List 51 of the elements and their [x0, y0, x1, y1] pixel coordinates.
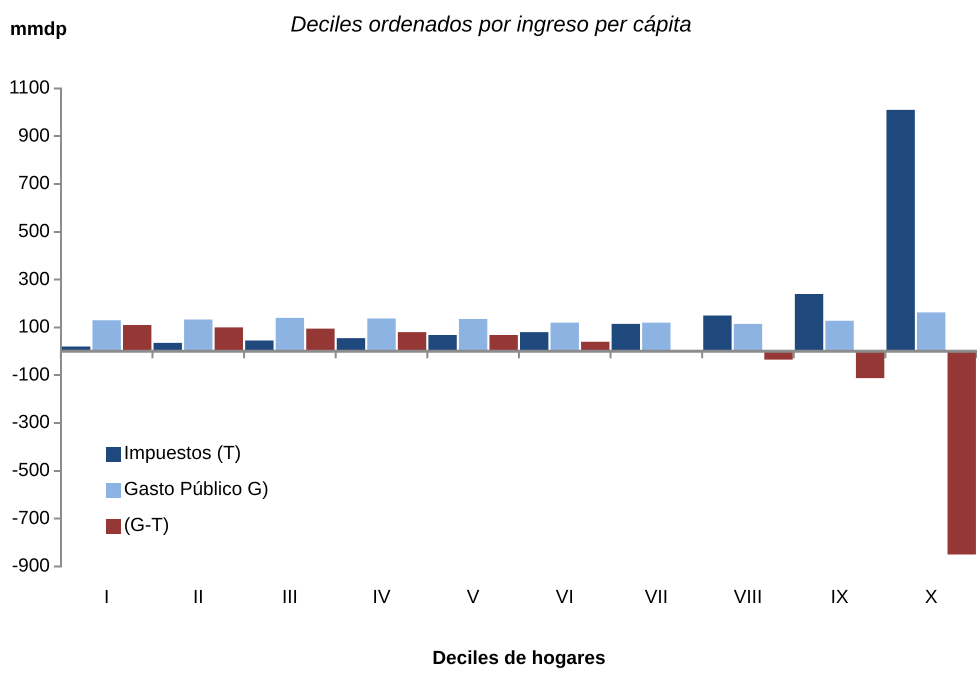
bar [550, 322, 579, 352]
bar [428, 335, 457, 352]
bar [825, 320, 854, 352]
y-tick-label: 300 [18, 268, 50, 290]
y-tick-label: 500 [18, 221, 50, 242]
bar [336, 338, 366, 352]
bar [184, 320, 212, 352]
y-tick-label: 900 [18, 125, 50, 146]
bar [794, 294, 824, 352]
y-tick-label: -100 [12, 364, 50, 386]
bar [92, 320, 121, 352]
x-tick-label: X [924, 587, 938, 608]
bar [520, 332, 548, 352]
y-tick-label: -900 [12, 556, 50, 577]
legend-label: (G-T) [124, 514, 170, 538]
bar [948, 351, 976, 554]
y-tick-label: -500 [12, 460, 50, 482]
legend-label: Gasto Público G) [124, 478, 269, 502]
x-tick-label: VIII [734, 587, 762, 608]
bar [612, 324, 640, 352]
x-tick-label: IV [372, 587, 391, 608]
y-tick-label: 1100 [9, 78, 50, 99]
bar [458, 319, 488, 352]
bar [214, 327, 244, 352]
x-axis-title: Deciles de hogares [432, 648, 606, 669]
bar [123, 325, 152, 352]
chart-title: Deciles ordenados por ingreso per cápita [290, 11, 692, 36]
y-tick-label: -300 [12, 412, 50, 434]
y-tick-label: 700 [18, 173, 50, 194]
bar [489, 335, 518, 352]
x-tick-label: II [193, 587, 204, 608]
bar [306, 328, 335, 352]
bar [367, 318, 396, 352]
x-tick-label: V [466, 587, 480, 608]
y-tick-label: -700 [12, 508, 50, 529]
y-axis-title: mmdp [10, 19, 67, 40]
x-tick-label: VII [644, 587, 668, 608]
bar [916, 312, 946, 352]
legend-label: Impuestos (T) [124, 442, 242, 466]
x-tick-label: III [282, 587, 298, 608]
x-tick-label: IX [830, 587, 849, 608]
bar [398, 332, 426, 352]
bar [703, 315, 732, 352]
bar [734, 324, 762, 352]
x-tick-label: I [104, 587, 110, 608]
y-tick-label: 100 [18, 316, 50, 338]
x-tick-label: VI [556, 587, 574, 608]
bar [642, 322, 671, 352]
bar [856, 351, 884, 378]
bar [276, 318, 304, 352]
bar [886, 110, 915, 352]
